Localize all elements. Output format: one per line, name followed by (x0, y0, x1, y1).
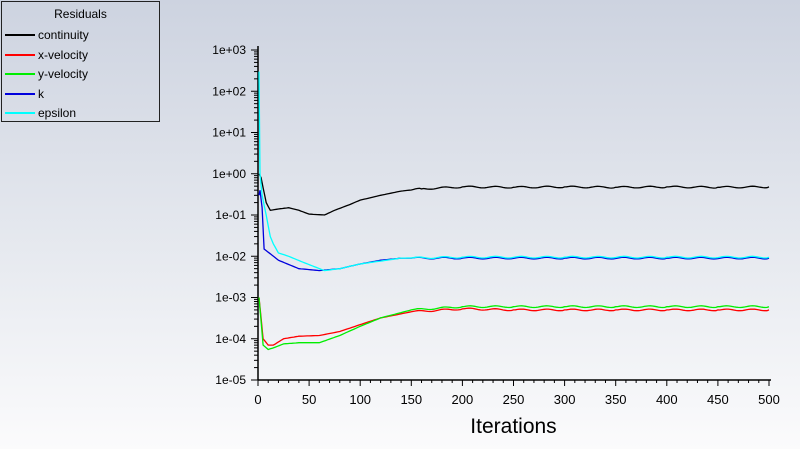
x-tick-label: 350 (605, 392, 627, 407)
legend-label: y-velocity (38, 67, 89, 81)
x-tick-label: 450 (707, 392, 729, 407)
legend-swatch (5, 112, 35, 114)
legend-label: x-velocity (38, 47, 89, 62)
x-tick-label: 400 (656, 392, 678, 407)
legend: Residuals continuity x-velocity y-velocity… (1, 1, 160, 122)
y-tick-label: 1e+01 (212, 126, 246, 140)
legend-item-y-velocity: y-velocity (5, 66, 88, 82)
x-axis-label: Iterations (470, 415, 556, 438)
legend-swatch (5, 34, 35, 36)
legend-label: k (38, 86, 44, 101)
series-line-y-velocity (258, 297, 770, 351)
y-tick-label: 1e-05 (215, 373, 246, 387)
y-tick-label: 1e-02 (215, 249, 246, 263)
x-tick-label: 150 (400, 392, 422, 407)
x-tick-label: 250 (503, 392, 525, 407)
x-tick-label: 100 (349, 392, 371, 407)
x-tick-label: 50 (302, 392, 316, 407)
y-tick-label: 1e+02 (212, 84, 246, 98)
legend-swatch (5, 53, 35, 56)
y-tick-label: 1e+03 (212, 43, 246, 57)
legend-item-epsilon: epsilon (5, 105, 76, 121)
legend-item-continuity: continuity (5, 27, 89, 43)
y-tick-label: 1e-03 (215, 291, 246, 305)
y-tick-label: 1e-01 (215, 208, 246, 222)
x-tick-label: 300 (554, 392, 576, 407)
series-line-x-velocity (258, 297, 770, 346)
series-line-continuity (258, 173, 770, 216)
legend-item-k: k (5, 86, 44, 102)
legend-swatch (5, 73, 35, 75)
legend-title: Residuals (54, 7, 107, 21)
legend-swatch (5, 92, 35, 95)
x-tick-label: 500 (758, 392, 780, 407)
x-tick-label: 0 (254, 392, 261, 407)
series-line-epsilon (258, 71, 770, 272)
x-tick-label: 200 (452, 392, 474, 407)
legend-label: continuity (38, 28, 89, 42)
y-tick-label: 1e+00 (212, 167, 246, 181)
legend-label: epsilon (38, 106, 77, 120)
series-line-k (258, 190, 770, 272)
y-tick-label: 1e-04 (215, 332, 246, 346)
legend-item-x-velocity: x-velocity (5, 47, 88, 63)
